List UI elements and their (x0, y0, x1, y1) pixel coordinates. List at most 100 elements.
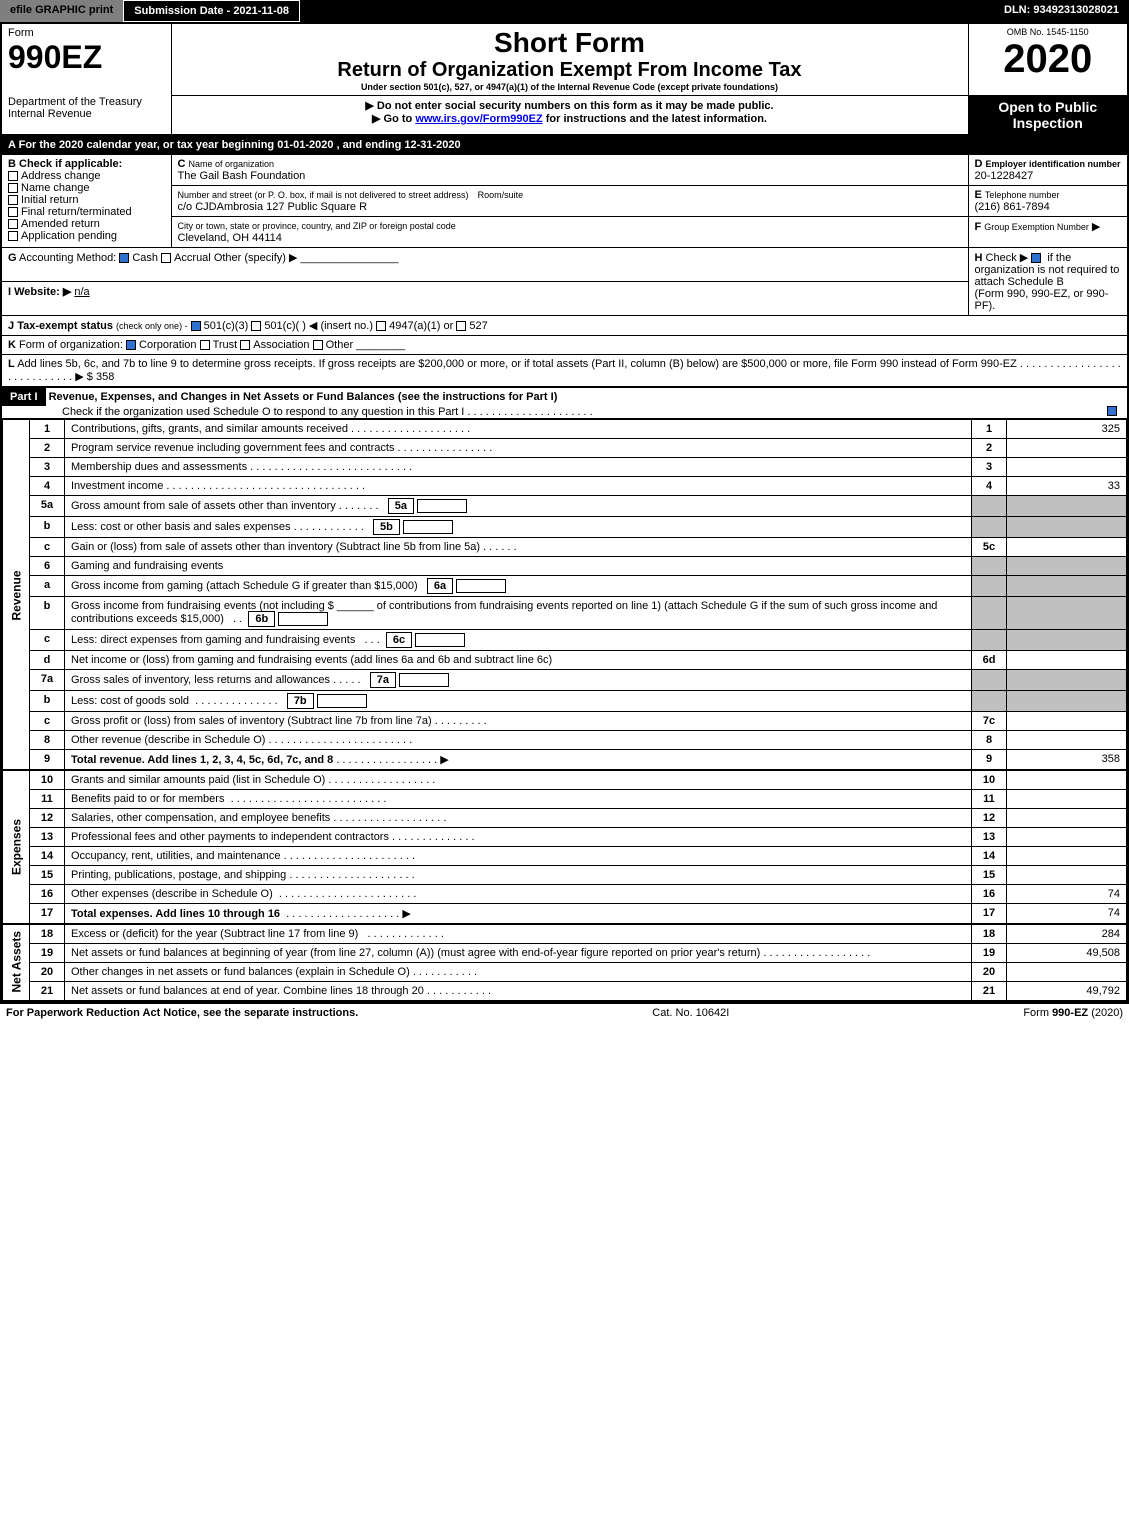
line-19: Net assets or fund balances at beginning… (65, 944, 972, 963)
amt-18: 284 (1007, 924, 1127, 944)
b-opt-3[interactable]: Final return/terminated (8, 206, 165, 218)
j-501c[interactable] (251, 321, 261, 331)
k-other[interactable] (313, 340, 323, 350)
part1-check-text: Check if the organization used Schedule … (2, 406, 464, 418)
line-5c: Gain or (loss) from sale of assets other… (65, 538, 972, 557)
top-bar: efile GRAPHIC print Submission Date - 20… (0, 0, 1129, 22)
subtitle: Under section 501(c), 527, or 4947(a)(1)… (178, 82, 962, 92)
line-3: Membership dues and assessments . . . . … (65, 458, 972, 477)
irs-link[interactable]: www.irs.gov/Form990EZ (415, 113, 542, 125)
amt-16: 74 (1007, 885, 1127, 904)
efile-label[interactable]: efile GRAPHIC print (0, 0, 123, 22)
line-18: Excess or (deficit) for the year (Subtra… (65, 924, 972, 944)
line-11: Benefits paid to or for members . . . . … (65, 790, 972, 809)
line-15: Printing, publications, postage, and shi… (65, 866, 972, 885)
b-opt-2[interactable]: Initial return (8, 194, 165, 206)
form-label: Form (8, 27, 165, 39)
lines-table: Revenue 1 Contributions, gifts, grants, … (2, 419, 1127, 1001)
h-label: H (975, 252, 983, 264)
b-opt-5[interactable]: Application pending (8, 230, 165, 242)
website: n/a (74, 286, 89, 298)
phone: (216) 861-7894 (975, 201, 1050, 213)
part1-title: Revenue, Expenses, and Changes in Net As… (49, 391, 558, 403)
section-a: A For the 2020 calendar year, or tax yea… (8, 139, 461, 151)
i-title: Website: ▶ (14, 286, 71, 298)
line-6a: Gross income from gaming (attach Schedul… (65, 576, 972, 597)
short-form-title: Short Form (178, 27, 962, 59)
d-title: Employer identification number (986, 159, 1121, 169)
revenue-side: Revenue (3, 420, 30, 771)
cash-check[interactable] (119, 253, 129, 263)
line-20: Other changes in net assets or fund bala… (65, 963, 972, 982)
line-12: Salaries, other compensation, and employ… (65, 809, 972, 828)
city: Cleveland, OH 44114 (178, 232, 282, 244)
footer-right: Form 990-EZ (2020) (1023, 1007, 1123, 1019)
expenses-side: Expenses (3, 770, 30, 924)
line-7c: Gross profit or (loss) from sales of inv… (65, 712, 972, 731)
footer-mid: Cat. No. 10642I (652, 1007, 729, 1019)
line-5a: Gross amount from sale of assets other t… (65, 496, 972, 517)
d-label: D (975, 158, 983, 170)
j-label: J (8, 320, 14, 332)
line-5b: Less: cost or other basis and sales expe… (65, 517, 972, 538)
line-6b: Gross income from fundraising events (no… (65, 597, 972, 630)
l-label: L (8, 358, 15, 370)
org-name: The Gail Bash Foundation (178, 170, 306, 182)
dept-treasury: Department of the Treasury (8, 96, 165, 108)
f-label: F (975, 221, 982, 233)
l-value: 358 (96, 371, 114, 383)
line-6d: Net income or (loss) from gaming and fun… (65, 651, 972, 670)
submission-date: Submission Date - 2021-11-08 (123, 0, 300, 22)
l-arrow: ▶ $ (75, 371, 93, 383)
city-label: City or town, state or province, country… (178, 221, 456, 231)
line-4: Investment income . . . . . . . . . . . … (65, 477, 972, 496)
amt-9: 358 (1007, 750, 1127, 771)
line-17: Total expenses. Add lines 10 through 16 … (65, 904, 972, 925)
b-label: B (8, 158, 16, 170)
b-opt-4[interactable]: Amended return (8, 218, 165, 230)
b-opt-1[interactable]: Name change (8, 182, 165, 194)
irs-label: Internal Revenue (8, 108, 165, 120)
footer-left: For Paperwork Reduction Act Notice, see … (6, 1007, 358, 1019)
line-1: Contributions, gifts, grants, and simila… (65, 420, 972, 439)
j-title: Tax-exempt status (17, 320, 113, 332)
h-text: Check ▶ (986, 252, 1029, 264)
j-501c3[interactable] (191, 321, 201, 331)
f-arrow: ▶ (1092, 221, 1100, 233)
warn-link: ▶ Go to www.irs.gov/Form990EZ for instru… (178, 112, 962, 125)
line-16: Other expenses (describe in Schedule O) … (65, 885, 972, 904)
line-2: Program service revenue including govern… (65, 439, 972, 458)
dln: DLN: 93492313028021 (994, 0, 1129, 22)
c-name-label: Name of organization (189, 159, 275, 169)
f-title: Group Exemption Number (984, 222, 1089, 232)
room-label: Room/suite (478, 190, 524, 200)
open-inspection: Open to Public Inspection (968, 96, 1128, 136)
e-title: Telephone number (985, 190, 1060, 200)
h-check[interactable] (1031, 253, 1041, 263)
k-assoc[interactable] (240, 340, 250, 350)
amt-21: 49,792 (1007, 982, 1127, 1001)
j-4947[interactable] (376, 321, 386, 331)
k-corp[interactable] (126, 340, 136, 350)
form-table: Form 990EZ Department of the Treasury In… (0, 22, 1129, 1003)
line-6c: Less: direct expenses from gaming and fu… (65, 630, 972, 651)
j-note: (check only one) - (116, 321, 188, 331)
line-7a: Gross sales of inventory, less returns a… (65, 670, 972, 691)
b-opt-0[interactable]: Address change (8, 170, 165, 182)
accrual-check[interactable] (161, 253, 171, 263)
amt-19: 49,508 (1007, 944, 1127, 963)
tax-year: 2020 (975, 37, 1122, 82)
ein: 20-1228427 (975, 170, 1034, 182)
line-21: Net assets or fund balances at end of ye… (65, 982, 972, 1001)
form-number: 990EZ (8, 39, 165, 76)
part1-check[interactable] (1107, 406, 1117, 416)
part1-label: Part I (2, 388, 46, 406)
net-side: Net Assets (3, 924, 30, 1001)
j-527[interactable] (456, 321, 466, 331)
e-label: E (975, 189, 982, 201)
warn-ssn: ▶ Do not enter social security numbers o… (178, 99, 962, 112)
line-8: Other revenue (describe in Schedule O) .… (65, 731, 972, 750)
footer: For Paperwork Reduction Act Notice, see … (0, 1003, 1129, 1022)
k-trust[interactable] (200, 340, 210, 350)
line-9: Total revenue. Add lines 1, 2, 3, 4, 5c,… (65, 750, 972, 771)
